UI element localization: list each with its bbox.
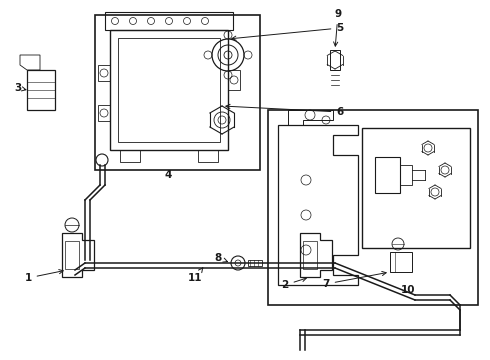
Bar bbox=[120, 150, 140, 162]
Bar bbox=[400, 165, 412, 185]
Bar bbox=[65, 241, 79, 269]
Bar bbox=[27, 70, 55, 110]
Bar bbox=[303, 241, 317, 269]
Bar bbox=[268, 110, 478, 305]
Bar bbox=[330, 50, 340, 70]
Text: 7: 7 bbox=[322, 271, 386, 289]
Bar bbox=[390, 252, 412, 272]
Bar bbox=[95, 15, 260, 170]
Text: 11: 11 bbox=[188, 268, 203, 283]
Bar bbox=[375, 157, 400, 193]
Text: 1: 1 bbox=[24, 270, 63, 283]
Bar bbox=[98, 105, 110, 121]
Text: 8: 8 bbox=[215, 253, 227, 263]
Bar bbox=[228, 70, 240, 90]
Bar bbox=[105, 12, 233, 30]
Bar bbox=[98, 65, 110, 81]
Text: 10: 10 bbox=[401, 285, 415, 295]
Text: 9: 9 bbox=[334, 9, 342, 46]
Bar bbox=[110, 30, 228, 150]
Bar bbox=[118, 38, 220, 142]
Text: 6: 6 bbox=[226, 104, 343, 117]
Bar bbox=[362, 128, 470, 248]
Bar bbox=[198, 150, 218, 162]
Text: 4: 4 bbox=[164, 170, 171, 180]
Bar bbox=[248, 260, 262, 266]
Text: 2: 2 bbox=[281, 278, 306, 290]
Text: 5: 5 bbox=[232, 23, 343, 40]
Text: 3: 3 bbox=[14, 83, 26, 93]
